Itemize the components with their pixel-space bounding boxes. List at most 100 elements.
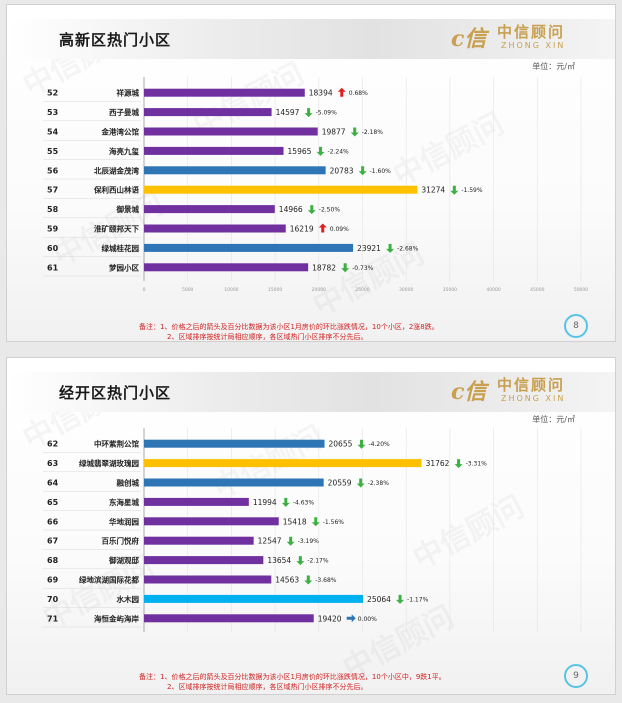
value-label: 20783 (330, 166, 354, 175)
bar (144, 127, 318, 136)
category-label: 绿城桂花园 (102, 243, 140, 253)
value-label: 15965 (288, 147, 312, 156)
logo-en: ZHONG XIN (501, 394, 566, 403)
footnote-line-2: 2、区域排序按统计局相应顺序，各区域热门小区排序不分先后。 (167, 683, 368, 691)
category-label: 祥源城 (117, 88, 140, 98)
up-arrow-icon (318, 223, 327, 233)
bar (144, 459, 422, 468)
value-label: 13654 (267, 556, 291, 565)
category-label: 海亮九玺 (109, 146, 139, 156)
change-label: -3.19% (298, 538, 320, 545)
down-arrow-icon (286, 536, 295, 546)
category-label: 绿城翡翠湖玫瑰园 (79, 458, 139, 468)
rank-label: 67 (47, 537, 58, 546)
bar-chart-jingkai: 62 中环紫荆公馆 20655 -4.20% 63 绿城翡翠湖玫瑰园 31762 -3.31%… (43, 428, 582, 632)
down-arrow-icon (350, 127, 359, 137)
rank-label: 65 (47, 498, 59, 507)
change-label: -2.24% (328, 148, 350, 155)
bar (144, 224, 286, 233)
rank-label: 63 (47, 459, 58, 468)
category-label: 东海星城 (109, 497, 139, 507)
x-tick-label: 5000 (182, 287, 194, 293)
value-label: 31274 (421, 186, 445, 195)
slide-jingkai: 中信顾问 中信顾问 中信顾问 中信顾问 中信顾问 经开区热门小区 c信 中信顾问… (6, 357, 616, 695)
down-arrow-icon (386, 243, 395, 253)
category-label: 御景城 (116, 204, 140, 214)
rank-label: 59 (47, 225, 59, 234)
category-label: 海恒金屿海岸 (94, 613, 139, 623)
bar (144, 108, 272, 117)
slide-title: 高新区热门小区 (59, 31, 172, 49)
change-label: 0.68% (349, 90, 368, 97)
value-label: 19877 (322, 128, 346, 137)
category-label: 梦园小区 (109, 262, 139, 272)
bar (144, 517, 279, 526)
bar (144, 88, 305, 97)
unit-label: 单位：元/㎡ (532, 62, 575, 71)
footnote: 备注：1、价格之后的箭头及百分比数据为该小区1月房价的环比涨跌情况，10个小区中… (139, 672, 446, 692)
company-logo: c信 中信顾问 ZHONG XIN (451, 21, 581, 55)
rank-label: 52 (47, 89, 58, 98)
title-bar (7, 19, 615, 59)
footnote-line-1: 备注：1、价格之后的箭头及百分比数据为该小区1月房价的环比涨跌情况，10个小区中… (139, 673, 446, 681)
bar (144, 478, 324, 487)
footnote: 备注：1、价格之后的箭头及百分比数据为该小区1月房价的环比涨跌情况，10个小区，… (139, 322, 439, 341)
x-tick-label: 10000 (224, 287, 238, 293)
rank-label: 64 (47, 479, 59, 488)
change-label: -5.09% (316, 110, 338, 117)
rank-label: 57 (47, 186, 58, 195)
category-label: 北辰湖金茂湾 (94, 165, 139, 175)
bar-chart-gaoxin: 0 5000 10000 15000 20000 25000 30000 35000 40000… (43, 77, 588, 293)
change-label: 0.00% (358, 616, 377, 623)
category-label: 御湖观邸 (108, 555, 139, 565)
category-label: 水木园 (117, 594, 140, 604)
bar (144, 439, 325, 448)
rank-label: 58 (47, 205, 59, 214)
change-label: -1.60% (370, 168, 392, 175)
down-arrow-icon (304, 575, 313, 585)
down-arrow-icon (454, 459, 463, 469)
down-arrow-icon (316, 146, 325, 156)
x-tick-label: 30000 (399, 287, 413, 293)
rank-label: 68 (47, 556, 59, 565)
x-tick-label: 0 (143, 287, 146, 293)
logo-mark: c信 (451, 379, 487, 405)
category-label: 融创城 (117, 478, 140, 488)
value-label: 12547 (258, 537, 282, 546)
x-tick-label: 40000 (486, 287, 500, 293)
slide-gaoxin: 中信顾问 中信顾问 中信顾问 中信顾问 中信顾问 高新区热门小区 c信 中信顾问… (6, 4, 616, 342)
x-tick-label: 45000 (530, 287, 544, 293)
value-label: 20559 (328, 479, 352, 488)
x-tick-label: 50000 (574, 287, 588, 293)
change-label: -1.17% (407, 596, 429, 603)
change-label: -2.50% (319, 207, 341, 214)
rank-label: 66 (47, 517, 59, 526)
rank-label: 54 (47, 128, 59, 137)
bar (144, 205, 275, 214)
x-tick-label: 35000 (443, 287, 457, 293)
footnote-line-1: 备注：1、价格之后的箭头及百分比数据为该小区1月房价的环比涨跌情况，10个小区，… (139, 323, 439, 331)
value-label: 11994 (253, 498, 277, 507)
change-label: -1.59% (461, 187, 483, 194)
x-tick-label: 15000 (268, 287, 282, 293)
x-tick-label: 20000 (312, 287, 326, 293)
category-label: 淮矿颐邦天下 (94, 224, 139, 234)
down-arrow-icon (358, 166, 367, 176)
value-label: 20655 (329, 440, 353, 449)
bar (144, 575, 272, 584)
rank-label: 69 (47, 576, 59, 585)
change-label: -4.63% (293, 499, 315, 506)
value-label: 19420 (318, 614, 342, 623)
change-label: -2.38% (368, 480, 390, 487)
change-label: -0.73% (352, 265, 374, 272)
rank-label: 60 (47, 244, 59, 253)
value-label: 18782 (312, 263, 336, 272)
bar (144, 614, 314, 623)
down-arrow-icon (450, 185, 459, 195)
rank-label: 55 (47, 147, 59, 156)
bar (144, 536, 254, 545)
category-label: 中环紫荆公馆 (94, 439, 139, 449)
rank-label: 56 (47, 166, 59, 175)
footnote-line-2: 2、区域排序按统计局相应顺序，各区域热门小区排序不分先后。 (167, 333, 368, 341)
change-label: -2.17% (307, 558, 329, 565)
